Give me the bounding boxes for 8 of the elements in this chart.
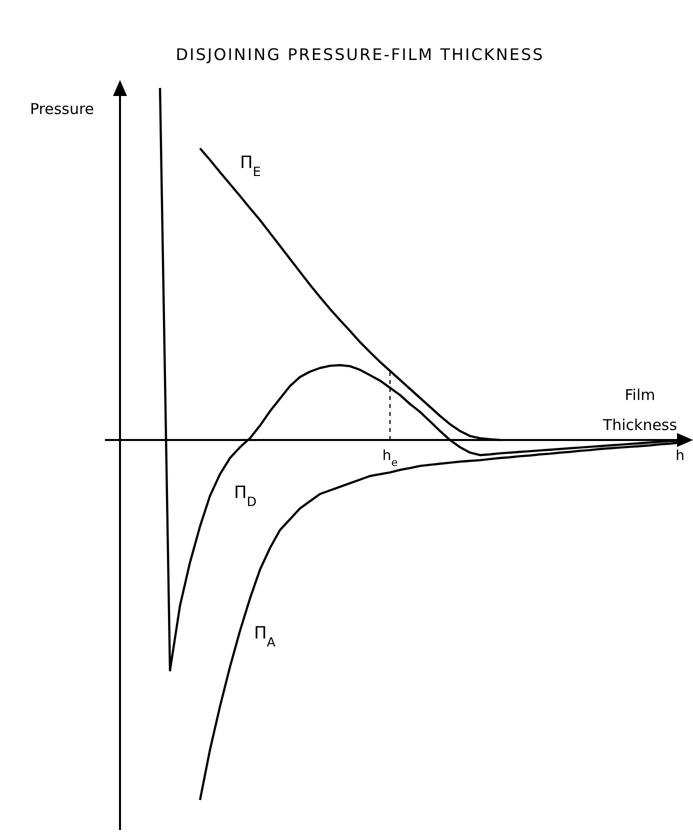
- y-axis-title: Pressure: [30, 100, 94, 118]
- chart-title: DISJOINING PRESSURE-FILM THICKNESS: [176, 45, 544, 64]
- x-axis-title: Film Thickness: [602, 386, 678, 434]
- x-tick-label: h: [676, 448, 684, 464]
- series-label: Π$_{E}$: [240, 153, 261, 180]
- series-label: Π$_{D}$: [234, 483, 257, 510]
- x-tick-label: h$_{e}$: [382, 448, 398, 469]
- series-label: Π$_{A}$: [254, 623, 276, 650]
